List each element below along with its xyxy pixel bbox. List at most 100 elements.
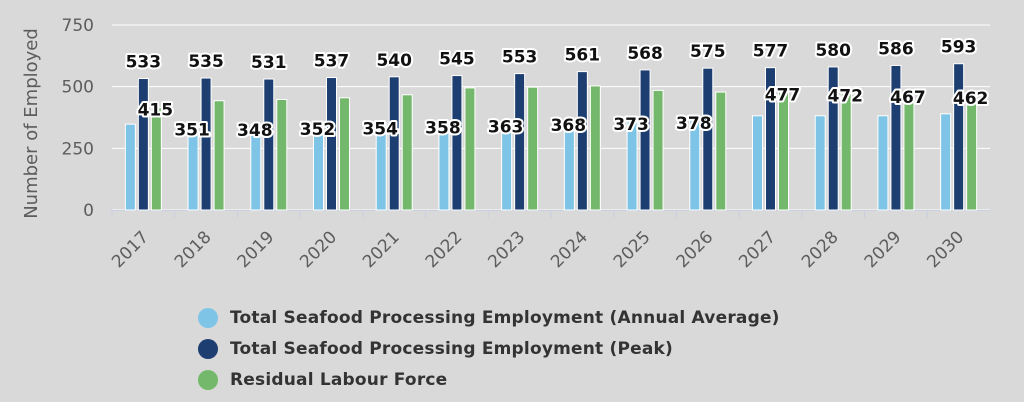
bar-annual: [187, 122, 199, 211]
bar-residual: [589, 85, 601, 211]
bar-residual: [715, 91, 727, 211]
bar-residual: [276, 98, 288, 211]
legend-swatch-peak: [198, 338, 218, 359]
bar-peak: [953, 63, 965, 211]
bar-residual: [778, 91, 789, 211]
data-label: 568: [627, 44, 663, 64]
data-label: 368: [551, 116, 587, 136]
data-label: 472: [827, 87, 863, 107]
bar-peak: [326, 77, 337, 211]
bar-peak: [200, 77, 212, 211]
data-label: 561: [565, 46, 601, 66]
bar-annual: [501, 119, 513, 211]
data-label: 531: [251, 53, 287, 73]
x-tick-label: 2026: [673, 227, 718, 272]
data-label: 580: [815, 41, 851, 61]
x-tick-label: 2028: [798, 227, 843, 272]
bar-residual: [464, 87, 476, 211]
data-label: 545: [439, 50, 475, 70]
data-label: 373: [613, 115, 649, 135]
bar-peak: [137, 78, 149, 211]
y-tick-label: 500: [62, 78, 94, 98]
bar-residual: [213, 100, 225, 211]
legend-item-residual-labour[interactable]: Residual Labour Force: [198, 364, 780, 395]
bar-peak: [451, 75, 463, 211]
bar-residual: [527, 86, 539, 211]
x-tick-label: 2020: [296, 227, 341, 272]
bar-annual: [438, 121, 450, 211]
bar-peak: [765, 67, 776, 211]
x-tick-label: 2019: [234, 227, 279, 272]
data-label: 467: [890, 88, 926, 108]
x-tick-label: 2027: [735, 227, 780, 272]
bar-annual: [563, 118, 575, 211]
data-label: 575: [690, 42, 726, 62]
data-label: 537: [314, 52, 350, 72]
bar-peak: [514, 73, 526, 211]
x-tick-label: 2025: [610, 227, 655, 272]
data-label: 378: [676, 114, 712, 134]
bar-annual: [752, 115, 763, 211]
bar-peak: [890, 64, 902, 211]
x-tick-label: 2017: [108, 227, 153, 272]
data-label: 593: [941, 38, 977, 58]
data-label: 577: [753, 42, 789, 62]
data-label: 533: [126, 53, 162, 73]
data-label: 477: [765, 85, 801, 105]
data-label: 415: [138, 101, 174, 121]
legend: Total Seafood Processing Employment (Ann…: [198, 302, 780, 395]
x-tick-label: 2030: [923, 227, 968, 272]
bar-annual: [626, 117, 638, 211]
bar-peak: [639, 69, 651, 211]
data-label: 553: [502, 48, 538, 68]
y-axis-label: Number of Employed: [21, 28, 42, 219]
bar-peak: [576, 71, 588, 211]
data-label: 358: [425, 119, 461, 139]
y-tick-label: 750: [62, 16, 94, 36]
legend-swatch-annual-average: [198, 307, 218, 328]
data-label: 351: [174, 120, 210, 140]
bar-residual: [652, 89, 664, 211]
legend-label: Total Seafood Processing Employment (Pea…: [230, 338, 674, 359]
data-label: 462: [953, 89, 989, 109]
bar-annual: [877, 115, 889, 211]
x-tick-label: 2021: [359, 227, 404, 272]
data-label: 354: [362, 120, 398, 140]
x-tick-label: 2022: [422, 227, 467, 272]
legend-item-annual-average[interactable]: Total Seafood Processing Employment (Ann…: [198, 302, 780, 333]
data-label: 348: [237, 121, 273, 141]
bar-peak: [827, 66, 839, 211]
x-tick-label: 2023: [484, 227, 529, 272]
data-label: 352: [300, 120, 336, 140]
x-tick-label: 2024: [547, 227, 592, 272]
bar-residual: [339, 97, 350, 211]
bar-residual: [966, 95, 978, 211]
bar-annual: [124, 123, 136, 211]
bar-annual: [250, 123, 262, 211]
bar-annual: [375, 122, 387, 211]
legend-label: Total Seafood Processing Employment (Ann…: [230, 307, 780, 328]
bar-annual: [689, 116, 701, 211]
bar-residual: [903, 94, 915, 211]
bar-peak: [702, 67, 714, 211]
bar-peak: [263, 78, 275, 211]
y-tick-label: 250: [62, 139, 94, 159]
x-tick-label: 2029: [861, 227, 906, 272]
data-label: 363: [488, 117, 524, 137]
bar-residual: [401, 94, 413, 211]
bar-annual: [313, 122, 324, 211]
bar-annual: [814, 115, 826, 211]
legend-swatch-residual-labour: [198, 369, 218, 390]
bar-residual: [840, 93, 852, 211]
legend-item-peak[interactable]: Total Seafood Processing Employment (Pea…: [198, 333, 780, 364]
data-label: 535: [188, 52, 224, 72]
legend-label: Residual Labour Force: [230, 369, 448, 390]
bar-annual: [940, 113, 952, 211]
y-tick-label: 0: [83, 201, 94, 221]
bar-residual: [150, 107, 162, 211]
bar-peak: [388, 76, 400, 211]
chart-plot: 0 250 500 750 Number of Employed 2017 2018 2019…: [21, 16, 990, 272]
data-label: 586: [878, 39, 914, 59]
data-label: 540: [376, 51, 412, 71]
